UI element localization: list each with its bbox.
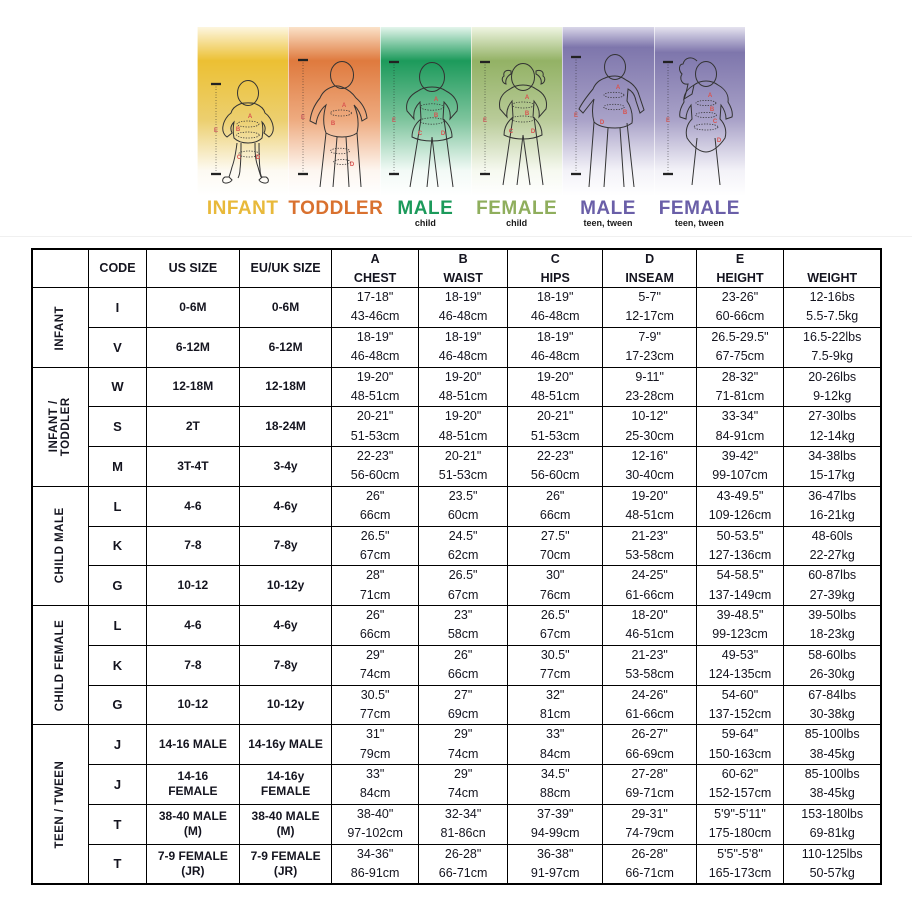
svg-text:D: D (441, 131, 446, 137)
svg-text:C: C (509, 129, 514, 135)
svg-text:B: B (525, 111, 530, 117)
svg-text:A: A (342, 103, 347, 109)
svg-text:B: B (236, 127, 241, 133)
svg-text:A: A (708, 93, 713, 99)
svg-text:E: E (483, 117, 487, 124)
svg-text:D: D (256, 155, 261, 161)
svg-text:D: D (350, 162, 355, 168)
svg-text:A: A (434, 97, 439, 103)
svg-text:D: D (531, 129, 536, 135)
svg-text:B: B (623, 110, 628, 116)
svg-text:B: B (331, 121, 336, 127)
svg-text:E: E (574, 112, 578, 119)
svg-text:E: E (392, 117, 396, 124)
svg-text:B: B (710, 107, 715, 113)
svg-text:D: D (717, 138, 722, 144)
svg-text:D: D (600, 120, 605, 126)
svg-text:A: A (525, 95, 530, 101)
svg-text:E: E (301, 114, 305, 121)
svg-text:C: C (713, 119, 718, 125)
svg-text:B: B (434, 113, 439, 119)
svg-text:A: A (616, 85, 621, 91)
svg-text:C: C (418, 131, 423, 137)
svg-text:C: C (237, 155, 242, 161)
svg-text:E: E (666, 117, 670, 124)
svg-text:E: E (214, 127, 218, 134)
svg-text:A: A (248, 114, 253, 120)
